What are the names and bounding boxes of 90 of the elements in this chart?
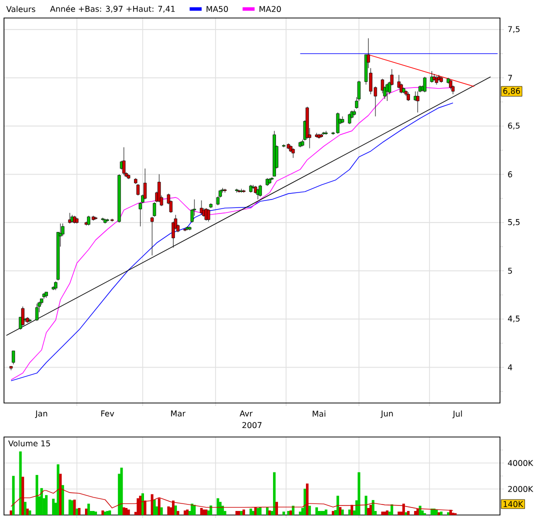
bar xyxy=(184,510,186,515)
bar xyxy=(124,508,128,515)
chart-title: Volume 15 xyxy=(8,440,50,446)
bar xyxy=(76,508,78,515)
bar xyxy=(258,507,262,515)
y-tick-label: 6,5 xyxy=(508,122,520,130)
y-tick-label: 2000K xyxy=(508,486,534,492)
candlestick xyxy=(158,174,161,203)
bar xyxy=(324,510,328,515)
bar xyxy=(240,510,243,515)
y-tick-label: 7 xyxy=(508,74,512,81)
bar xyxy=(28,510,32,515)
y-tick-label: 4,5 xyxy=(508,316,520,322)
bar xyxy=(61,485,64,515)
legend-label: MA20 xyxy=(260,6,281,12)
bar xyxy=(94,512,97,515)
bar xyxy=(153,500,156,515)
bar xyxy=(308,506,311,515)
bar xyxy=(298,512,302,515)
bar xyxy=(19,451,22,515)
bar xyxy=(398,512,400,515)
x-tick-label: Jul xyxy=(452,410,462,418)
bar xyxy=(407,510,410,515)
x-tick-label: Jun xyxy=(380,410,393,418)
x-tick-label: Jan xyxy=(35,410,48,418)
bar xyxy=(101,510,104,515)
bar xyxy=(216,498,220,515)
y-tick-label: 6 xyxy=(508,171,512,178)
bar xyxy=(36,474,38,515)
bar xyxy=(235,510,238,515)
x-tick-label: Fev xyxy=(101,410,114,416)
bar xyxy=(304,488,306,515)
bar xyxy=(290,510,292,515)
bar xyxy=(176,510,180,515)
bar xyxy=(78,508,81,515)
candlestick xyxy=(348,113,352,124)
bar xyxy=(26,508,29,515)
candlestick xyxy=(206,208,210,222)
bar xyxy=(122,507,126,515)
bar xyxy=(440,512,443,515)
bar xyxy=(12,476,15,515)
candlestick xyxy=(12,350,16,365)
x-tick-label: Avr xyxy=(240,410,253,416)
text: 6,86 xyxy=(503,88,520,95)
y-tick-label: 7,5 xyxy=(508,26,520,33)
x-tick-label: Mai xyxy=(312,410,326,417)
bar xyxy=(273,472,276,515)
bar xyxy=(336,496,340,515)
bar xyxy=(256,508,260,515)
bar xyxy=(358,472,360,515)
bar xyxy=(210,506,212,515)
bar xyxy=(341,510,344,515)
y-tick-label: 4000K xyxy=(508,460,534,466)
bar xyxy=(435,510,438,515)
bar xyxy=(414,510,417,515)
chart-subtitle: Année +Bas: 3,97 +Haut: 7,41 xyxy=(50,5,175,13)
candlestick xyxy=(292,148,295,158)
candlestick xyxy=(416,91,420,113)
bar xyxy=(45,495,48,515)
bar xyxy=(381,512,384,515)
bar xyxy=(318,510,320,515)
bar xyxy=(287,510,290,515)
bar xyxy=(367,508,370,515)
candlestick xyxy=(35,303,39,322)
bar xyxy=(84,508,88,515)
bar xyxy=(421,510,424,515)
x-axis-title: 2007 xyxy=(242,422,262,428)
bar xyxy=(141,493,144,515)
y-tick-label: 5 xyxy=(508,268,512,274)
bar xyxy=(120,468,123,515)
bar xyxy=(87,504,90,515)
text: 140K xyxy=(504,501,524,508)
y-tick-label: 5,5 xyxy=(508,219,520,226)
legend-title: Valeurs xyxy=(6,6,36,12)
bar xyxy=(127,510,130,515)
candlestick xyxy=(143,168,147,200)
bar xyxy=(73,500,76,515)
bar xyxy=(242,510,246,515)
bar xyxy=(108,510,112,515)
bar xyxy=(52,498,55,515)
candlestick xyxy=(449,80,452,90)
bar xyxy=(282,512,286,515)
bar xyxy=(266,507,269,515)
bar xyxy=(218,502,222,515)
legend-label: MA50 xyxy=(206,6,228,12)
bar xyxy=(364,496,368,515)
bar xyxy=(160,507,163,515)
bar xyxy=(390,504,394,515)
y-tick-label: 4 xyxy=(508,364,512,370)
x-tick-label: Mar xyxy=(171,410,186,416)
